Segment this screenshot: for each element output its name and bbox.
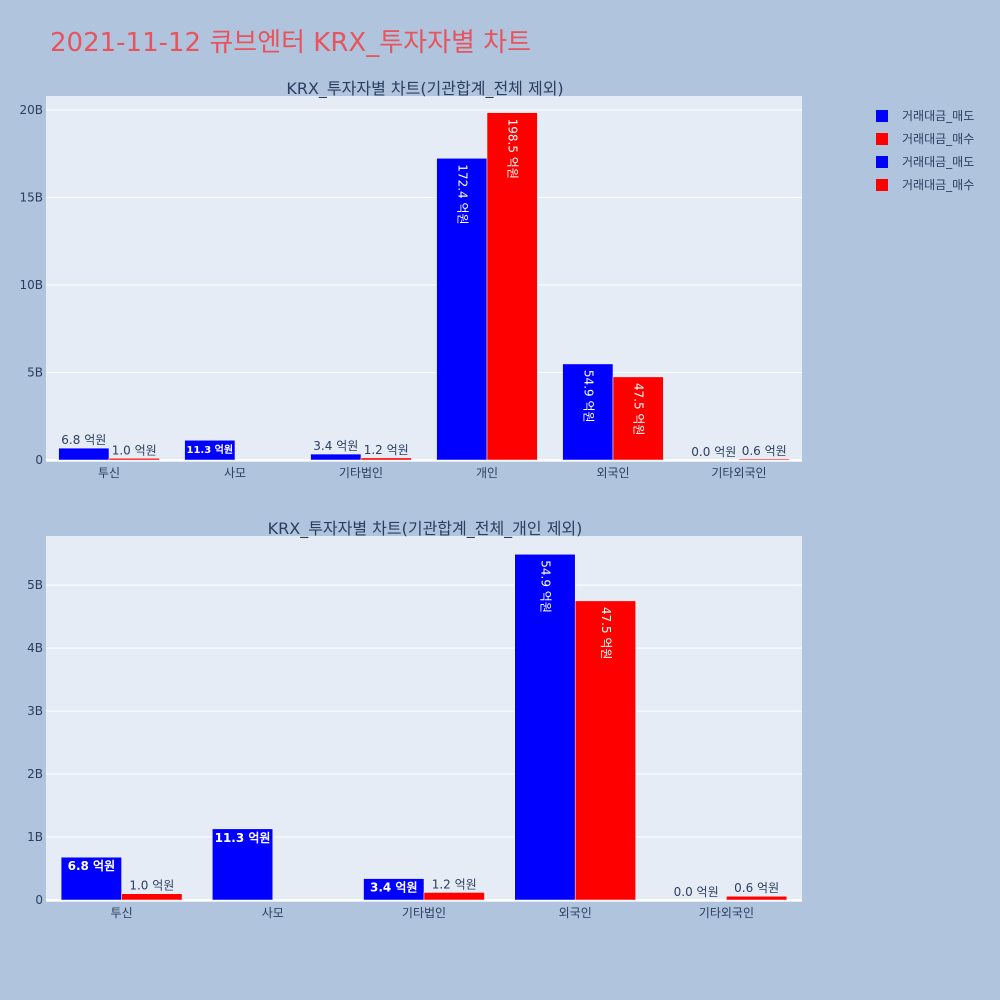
y-tick-label: 3B bbox=[27, 704, 43, 718]
x-tick-label: 사모 bbox=[262, 906, 284, 920]
legend-swatch-sell bbox=[876, 155, 888, 168]
bar-data-label: 11.3 억원 bbox=[215, 831, 271, 845]
y-tick-label: 4B bbox=[27, 641, 43, 655]
bar bbox=[310, 453, 362, 461]
bar-data-label: 47.5 억원 bbox=[599, 607, 613, 660]
y-tick-label: 0 bbox=[35, 893, 43, 907]
page-title: 2021-11-12 큐브엔터 KRX_투자자별 차트 bbox=[50, 28, 532, 58]
chart-title: KRX_투자자별 차트(기관합계_전체 제외) bbox=[286, 79, 563, 99]
bar bbox=[212, 828, 274, 901]
bar bbox=[574, 600, 636, 901]
y-tick-label: 5B bbox=[27, 366, 43, 380]
x-tick-label: 개인 bbox=[476, 466, 498, 480]
bar-data-label: 1.0 억원 bbox=[129, 879, 174, 893]
x-tick-label: 기타외국인 bbox=[699, 906, 754, 920]
legend-item[interactable]: 거래대금_매도 bbox=[876, 104, 974, 127]
y-tick-label: 5B bbox=[27, 578, 43, 592]
bar-data-label: 6.8 억원 bbox=[61, 433, 106, 447]
x-tick-label: 투신 bbox=[98, 466, 120, 480]
legend-label: 거래대금_매수 bbox=[902, 178, 975, 192]
legend-swatch-sell bbox=[876, 109, 888, 122]
bar bbox=[436, 158, 488, 461]
bar bbox=[612, 376, 664, 461]
x-tick-label: 외국인 bbox=[596, 466, 629, 480]
legend-item[interactable]: 거래대금_매수 bbox=[876, 173, 974, 196]
x-tick-label: 투신 bbox=[111, 906, 133, 920]
legend-label: 거래대금_매도 bbox=[902, 109, 975, 123]
bar bbox=[363, 878, 425, 901]
x-tick-label: 사모 bbox=[224, 466, 246, 480]
bar-data-label: 3.4 억원 bbox=[313, 439, 358, 453]
y-tick-label: 0 bbox=[35, 453, 43, 467]
x-tick-label: 기타외국인 bbox=[711, 466, 766, 480]
bar-data-label: 172.4 억원 bbox=[455, 164, 469, 224]
x-tick-label: 외국인 bbox=[559, 906, 592, 920]
legend[interactable]: 거래대금_매도 거래대금_매수 거래대금_매도 거래대금_매수 bbox=[876, 104, 974, 196]
bar-data-label: 1.2 억원 bbox=[364, 443, 409, 457]
y-tick-label: 1B bbox=[27, 830, 43, 844]
legend-swatch-buy bbox=[876, 132, 888, 145]
bar bbox=[108, 458, 160, 461]
bar-data-label: 1.2 억원 bbox=[432, 877, 477, 891]
bar-data-label: 54.9 억원 bbox=[538, 560, 552, 613]
bar bbox=[121, 893, 183, 901]
chart-title: KRX_투자자별 차트(기관합계_전체_개인 제외) bbox=[268, 519, 583, 539]
bar bbox=[486, 112, 538, 461]
bar-data-label: 0.0 억원 bbox=[691, 445, 736, 459]
bar bbox=[60, 856, 122, 901]
plot-area bbox=[46, 536, 802, 902]
bar bbox=[562, 363, 614, 461]
bar-data-label: 0.0 억원 bbox=[674, 885, 719, 899]
bar bbox=[360, 457, 412, 461]
x-tick-label: 기타법인 bbox=[339, 466, 383, 480]
bar-data-label: 11.3 억원 bbox=[187, 443, 234, 456]
bar-data-label: 1.0 억원 bbox=[112, 443, 157, 457]
legend-label: 거래대금_매수 bbox=[902, 132, 975, 146]
plot-area bbox=[46, 96, 802, 462]
y-tick-label: 20B bbox=[19, 103, 43, 117]
bar-data-label: 0.6 억원 bbox=[734, 881, 779, 895]
bar bbox=[184, 439, 236, 461]
legend-item[interactable]: 거래대금_매도 bbox=[876, 150, 974, 173]
bar bbox=[58, 447, 110, 461]
bar-data-label: 47.5 억원 bbox=[632, 383, 646, 436]
bar-data-label: 54.9 억원 bbox=[581, 370, 595, 423]
bar bbox=[423, 892, 485, 901]
bar-data-label: 198.5 억원 bbox=[506, 119, 520, 179]
bar bbox=[738, 458, 790, 461]
y-tick-label: 15B bbox=[19, 191, 43, 205]
legend-label: 거래대금_매도 bbox=[902, 155, 975, 169]
y-tick-label: 10B bbox=[19, 278, 43, 292]
x-tick-label: 기타법인 bbox=[402, 906, 446, 920]
bar-data-label: 0.6 억원 bbox=[742, 444, 787, 458]
bar-data-label: 3.4 억원 bbox=[370, 881, 418, 895]
bar bbox=[726, 895, 788, 901]
legend-item[interactable]: 거래대금_매수 bbox=[876, 127, 974, 150]
bar-data-label: 6.8 억원 bbox=[68, 859, 116, 873]
bar bbox=[514, 554, 576, 901]
y-tick-label: 2B bbox=[27, 767, 43, 781]
legend-swatch-buy bbox=[876, 178, 888, 191]
